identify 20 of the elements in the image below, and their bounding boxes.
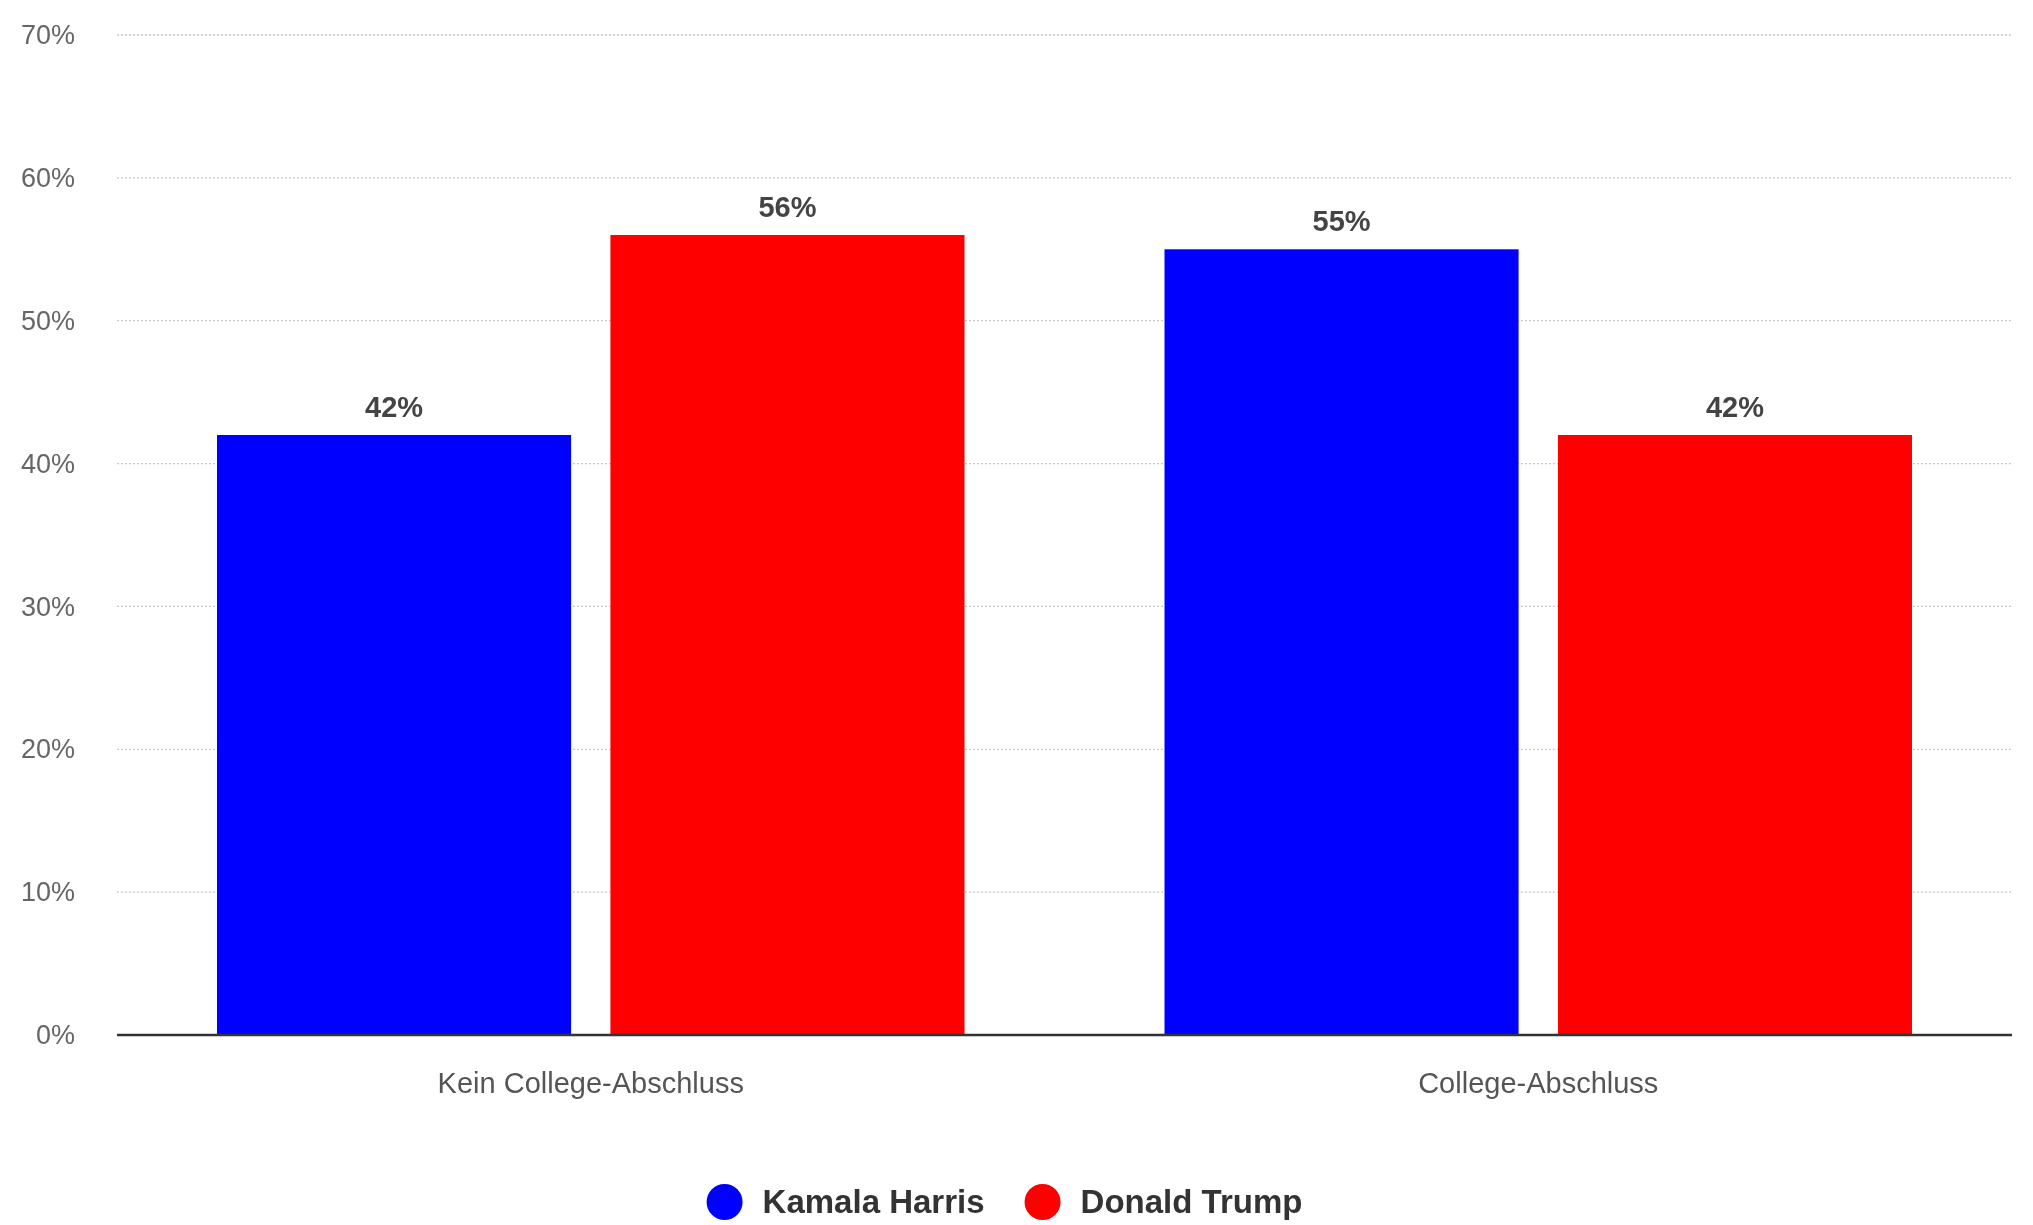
bar [1164,249,1519,1035]
y-tick-label: 0% [35,1020,75,1051]
text: 55% [1312,205,1371,238]
legend-label: Kamala Harris [762,1183,985,1220]
y-tick-label: 10% [20,877,75,908]
x-tick-label: College-Abschluss [1418,1066,1659,1099]
y-tick-label: 60% [20,163,75,193]
text: 42% [365,391,424,423]
bar [610,235,965,1035]
text: 42% [1705,391,1764,423]
y-tick-label: 30% [20,591,75,622]
y-tick-label: 70% [20,20,75,51]
y-tick-label: 40% [20,448,75,479]
legend-label: Donald Trump [1080,1183,1303,1220]
bar [217,435,572,1035]
y-tick-label: 50% [20,305,75,336]
bar [1557,435,1912,1035]
y-tick-label: 20% [20,734,75,765]
x-tick-label: Kein College-Abschluss [437,1066,744,1099]
text: 56% [758,191,817,223]
